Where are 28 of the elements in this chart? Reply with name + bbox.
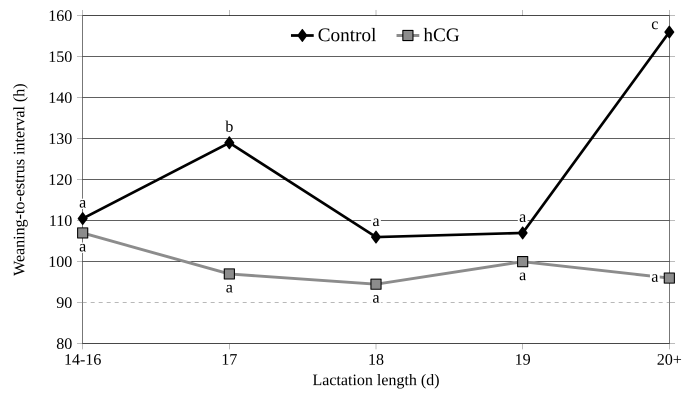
annotation: a <box>373 218 380 226</box>
x-tick-label: 14-16 <box>65 354 101 365</box>
y-tick-label: 150 <box>50 51 72 62</box>
y-tick-label: 120 <box>50 174 72 186</box>
x-tick-label: 18 <box>369 354 384 365</box>
annotation: a <box>373 295 380 303</box>
x-tick-label: 20+ <box>658 354 682 365</box>
legend-label: Control <box>318 28 376 42</box>
annotation: a <box>520 272 526 280</box>
annotation: b <box>225 120 233 132</box>
annotation: a <box>226 284 233 293</box>
y-tick-label: 160 <box>50 10 72 22</box>
y-tick-label: 110 <box>50 215 72 226</box>
y-tick-label: 100 <box>50 256 72 268</box>
annotation: a <box>80 244 86 252</box>
y-tick-label: 90 <box>56 297 72 308</box>
y-tick-label: 130 <box>50 133 72 144</box>
x-axis-title: Lactation length (d) <box>312 374 439 389</box>
y-axis-title: Weaning-to-estrus interval (h) <box>13 84 28 276</box>
y-tick-label: 140 <box>50 92 72 104</box>
annotation: a <box>652 274 658 282</box>
annotation: a <box>80 200 86 208</box>
x-tick-label: 17 <box>222 354 237 365</box>
legend-label: hCG <box>424 28 460 42</box>
x-tick-label: 19 <box>516 354 530 365</box>
annotation: a <box>520 214 526 222</box>
y-tick-label: 80 <box>56 338 72 350</box>
annotation: c <box>652 22 658 30</box>
